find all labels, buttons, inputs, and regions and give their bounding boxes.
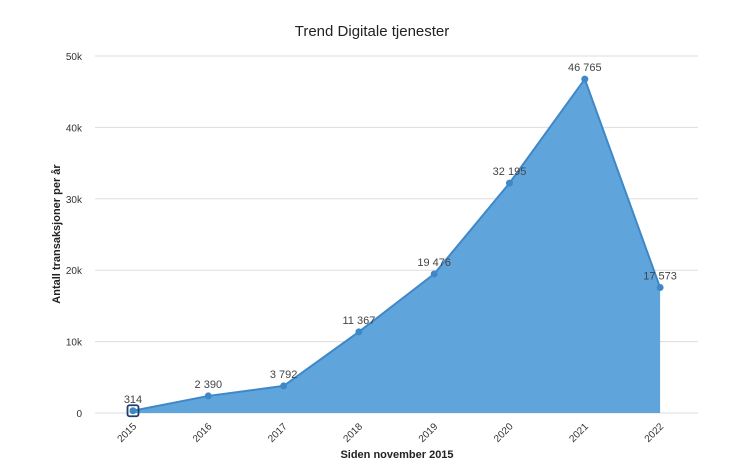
data-label: 11 367	[342, 315, 375, 327]
series-line	[132, 76, 662, 412]
data-point[interactable]	[204, 392, 212, 400]
data-label: 17 573	[643, 271, 677, 283]
y-tick-label: 10k	[66, 338, 83, 349]
area-fill	[133, 79, 661, 413]
data-point[interactable]	[430, 270, 438, 278]
x-tick-label: 2017	[266, 421, 290, 445]
data-label: 46 765	[568, 62, 602, 74]
x-tick-label: 2018	[342, 421, 366, 445]
x-axis-label: Siden november 2015	[340, 449, 453, 461]
y-tick-label: 20k	[66, 266, 83, 277]
y-tick-label: 0	[76, 409, 82, 420]
data-label: 32 195	[493, 166, 527, 178]
x-tick-label: 2015	[116, 421, 140, 445]
data-labels: 314 2 390 3 792 11 367 19 476 32 195 46 765 17 …	[124, 62, 677, 406]
x-tick-label: 2019	[417, 421, 441, 445]
data-point[interactable]	[581, 75, 589, 83]
x-tick-label: 2022	[643, 421, 667, 445]
y-axis-ticks: 0 10k 20k 30k 40k 50k	[66, 52, 83, 420]
x-tick-label: 2020	[492, 421, 516, 445]
data-point[interactable]	[355, 328, 363, 336]
y-tick-label: 40k	[66, 123, 83, 134]
data-point[interactable]	[506, 179, 513, 187]
data-point[interactable]	[656, 284, 664, 292]
y-tick-label: 50k	[66, 52, 83, 63]
data-point[interactable]	[129, 407, 137, 415]
x-tick-label: 2016	[191, 421, 215, 445]
data-point[interactable]	[280, 382, 288, 390]
data-label: 2 390	[195, 379, 223, 391]
y-tick-label: 30k	[66, 195, 83, 206]
data-points[interactable]	[126, 75, 664, 418]
data-label: 314	[124, 394, 142, 406]
chart-title: Trend Digitale tjenester	[295, 23, 450, 40]
data-point-highlight	[126, 404, 140, 418]
x-axis-ticks: 2015 2016 2017 2018 2019 2020 2021 2022	[116, 421, 667, 445]
data-label: 19 476	[417, 257, 451, 269]
x-tick-label: 2021	[567, 421, 591, 445]
y-axis-label: Antall transaksjoner per år	[51, 164, 63, 304]
data-label: 3 792	[270, 369, 298, 381]
area-series	[132, 76, 662, 413]
